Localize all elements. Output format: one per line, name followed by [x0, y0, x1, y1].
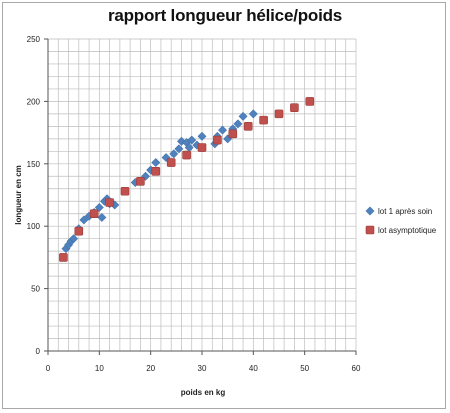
data-points — [59, 97, 315, 262]
data-point-square — [151, 166, 161, 176]
data-point-square — [197, 143, 207, 152]
data-point-square — [89, 209, 99, 219]
x-tick-label: 10 — [95, 364, 104, 373]
data-point-diamond — [176, 136, 187, 146]
data-point-diamond — [169, 149, 179, 159]
legend-label: lot 1 après soin — [378, 207, 432, 216]
y-tick-label: 200 — [27, 97, 41, 106]
data-point-diamond — [238, 111, 248, 121]
x-tick-label: 0 — [46, 364, 51, 373]
legend-marker-square — [365, 225, 375, 235]
data-point-square — [213, 135, 222, 145]
y-tick-label: 50 — [31, 285, 40, 294]
data-point-diamond — [217, 125, 228, 135]
x-tick-label: 20 — [146, 364, 155, 373]
data-point-square — [136, 176, 145, 186]
y-tick-label: 250 — [27, 35, 41, 44]
legend-marker-diamond — [365, 206, 375, 216]
data-point-diamond — [174, 144, 184, 154]
data-point-diamond — [187, 135, 197, 145]
data-point-diamond — [140, 171, 151, 181]
data-point-square — [74, 226, 84, 236]
series-1 — [61, 109, 258, 254]
data-point-diamond — [197, 131, 207, 141]
data-point-square — [305, 97, 315, 106]
data-point-square — [259, 115, 268, 125]
data-point-diamond — [97, 212, 107, 223]
data-point-diamond — [233, 119, 243, 129]
data-point-square — [120, 186, 130, 196]
data-point-square — [243, 122, 253, 131]
data-point-square — [105, 198, 114, 207]
x-axis-title: poids en kg — [181, 388, 226, 397]
data-point-diamond — [69, 234, 79, 244]
data-point-square — [59, 253, 68, 262]
y-tick-label: 150 — [27, 160, 41, 169]
y-axis-title: longueur en cm — [14, 165, 23, 225]
data-point-square — [290, 103, 299, 112]
data-point-square — [166, 158, 176, 167]
chart-title: rapport longueur hélice/poids — [107, 6, 343, 25]
data-point-square — [182, 150, 191, 160]
x-tick-label: 50 — [300, 364, 309, 373]
x-tick-label: 40 — [249, 364, 258, 373]
x-tick-label: 60 — [352, 364, 361, 373]
tick-labels: 0 10 20 30 40 50 60 0 50 100 150 200 250 — [27, 35, 361, 373]
y-tick-label: 100 — [27, 222, 41, 231]
legend: lot 1 après soin lot asymptotique — [365, 206, 437, 235]
y-tick-label: 0 — [36, 347, 41, 356]
chart-frame — [2, 2, 446, 409]
data-point-diamond — [79, 215, 89, 225]
data-point-diamond — [248, 109, 258, 119]
axes — [45, 39, 356, 354]
data-point-square — [228, 129, 238, 139]
data-point-square — [274, 109, 284, 119]
data-point-diamond — [151, 157, 161, 168]
legend-label: lot asymptotique — [378, 226, 437, 235]
x-tick-label: 30 — [198, 364, 207, 373]
grid — [47, 38, 357, 352]
series-2 — [59, 97, 315, 262]
